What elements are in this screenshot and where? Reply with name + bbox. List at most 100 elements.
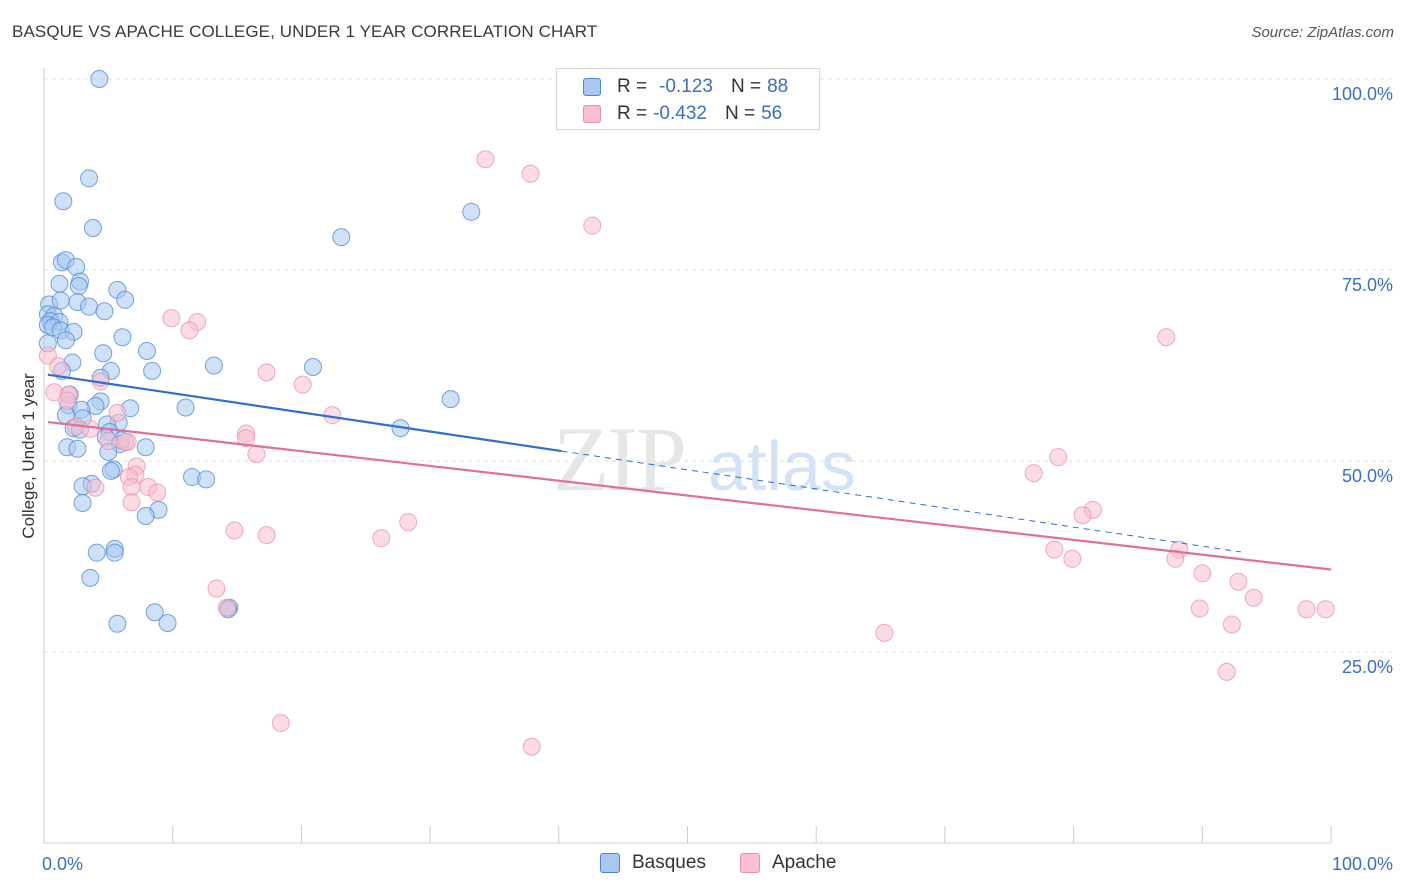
apache-point: [522, 737, 541, 756]
stats-legend: R = -0.123 N = 88 R = -0.432 N = 56: [556, 68, 820, 130]
basques-trend-line: [47, 373, 562, 453]
y-tick-label: 25.0%: [1342, 657, 1393, 677]
chart-title: BASQUE VS APACHE COLLEGE, UNDER 1 YEAR C…: [12, 22, 598, 41]
basques-point: [197, 470, 216, 489]
legend-label: Basques: [632, 852, 706, 873]
basques-point: [51, 291, 70, 310]
basques-point: [462, 202, 481, 221]
basques-point: [80, 169, 99, 188]
basques-point: [303, 358, 322, 377]
apache-point: [1316, 600, 1335, 619]
apache-point: [521, 164, 540, 183]
apache-point: [1193, 564, 1212, 583]
n-value: 56: [761, 103, 783, 124]
basques-point: [69, 277, 88, 296]
watermark-atlas: atlas: [708, 427, 856, 505]
x-tick-label-end: 100.0%: [1332, 854, 1393, 874]
apache-point: [476, 150, 495, 169]
basques-swatch: [583, 78, 601, 96]
apache-point: [1045, 540, 1064, 559]
basques-point: [56, 331, 75, 350]
apache-point: [122, 493, 141, 512]
basques-point: [105, 543, 124, 562]
apache-point: [180, 321, 199, 340]
basques-point: [136, 507, 155, 526]
basques-point: [441, 390, 460, 409]
legend-label: Apache: [772, 852, 837, 873]
apache-point: [1244, 588, 1263, 607]
y-tick-label: 100.0%: [1332, 84, 1393, 104]
apache-point: [271, 714, 290, 733]
apache-point: [1049, 448, 1068, 467]
apache-point: [1157, 328, 1176, 347]
basques-point: [332, 228, 351, 247]
apache-point: [1229, 572, 1248, 591]
watermark-zip: ZIP: [553, 408, 685, 510]
y-tick-label: 75.0%: [1342, 275, 1393, 295]
trend-lines: [47, 373, 1332, 571]
basques-point: [108, 614, 127, 633]
basques-point: [158, 613, 177, 632]
x-tick-label-start: 0.0%: [42, 854, 83, 874]
apache-point: [108, 403, 127, 422]
apache-point: [1073, 506, 1092, 525]
basques-point: [176, 398, 195, 417]
apache-point: [122, 477, 141, 496]
basques-point: [81, 568, 100, 587]
r-value: -0.123: [659, 76, 713, 97]
r-label: R =: [617, 76, 648, 97]
basques-point: [50, 274, 69, 293]
basques-trend-extension: [561, 450, 1241, 553]
basques-point: [80, 297, 99, 316]
n-label: N =: [724, 103, 756, 124]
basques-swatch: [600, 853, 620, 873]
apache-swatch: [583, 105, 601, 123]
basques-point: [145, 603, 164, 622]
legend-row-basques: R = -0.123 N = 88: [583, 75, 788, 99]
apache-swatch: [740, 853, 760, 873]
apache-point: [293, 375, 312, 394]
axes: 25.0% 50.0% 75.0% 100.0% 0.0% 100.0%: [42, 68, 1393, 874]
n-value: 88: [767, 76, 789, 97]
legend-item-basques[interactable]: Basques: [600, 852, 706, 874]
apache-point: [1217, 662, 1236, 681]
legend-row-apache: R = -0.432 N = 56: [583, 102, 782, 126]
n-label: N =: [730, 76, 762, 97]
basques-point: [113, 328, 132, 347]
apache-point: [162, 309, 181, 328]
source-note: Source: ZipAtlas.com: [1251, 24, 1394, 41]
y-axis-label: College, Under 1 year: [19, 373, 38, 539]
watermark: ZIP atlas: [553, 408, 856, 510]
apache-point: [99, 432, 118, 451]
apache-point: [1063, 549, 1082, 568]
basques-point: [87, 543, 106, 562]
apache-point: [247, 445, 266, 464]
apache-point: [49, 357, 68, 376]
basques-point: [94, 344, 113, 363]
gridlines: [44, 78, 1395, 653]
r-value: -0.432: [653, 103, 707, 124]
apache-point: [207, 579, 226, 598]
basques-point: [143, 361, 162, 380]
basques-point: [95, 302, 114, 321]
basques-point: [136, 438, 155, 457]
apache-point: [1190, 599, 1209, 618]
basques-point: [73, 494, 92, 513]
legend-item-apache[interactable]: Apache: [740, 852, 836, 874]
basques-point: [54, 192, 73, 211]
basques-point: [116, 290, 135, 309]
apache-point: [875, 623, 894, 642]
apache-point: [1297, 600, 1316, 619]
apache-point: [237, 429, 256, 448]
basques-point: [137, 341, 156, 360]
basques-point: [83, 218, 102, 237]
apache-point: [225, 521, 244, 540]
apache-trend-line: [47, 420, 1332, 571]
apache-point: [1166, 549, 1185, 568]
apache-point: [1024, 464, 1043, 483]
data-points: [38, 70, 1335, 756]
apache-point: [399, 513, 418, 532]
y-tick-label: 50.0%: [1342, 466, 1393, 486]
apache-point: [86, 478, 105, 497]
